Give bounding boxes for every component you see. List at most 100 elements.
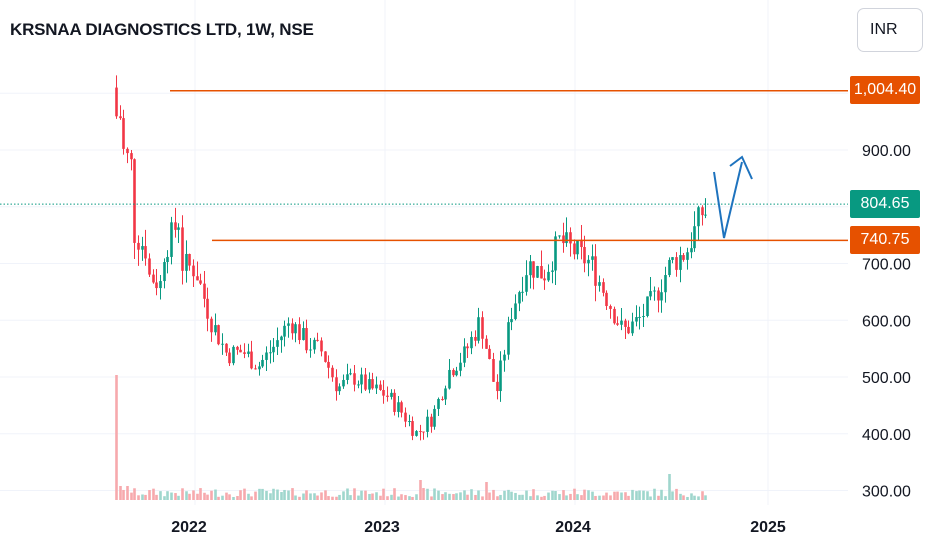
price-tick-label: 300.00 <box>862 484 911 501</box>
candle-body <box>159 281 162 289</box>
candle-body <box>214 325 217 333</box>
candle-body <box>309 349 312 351</box>
volume-bar <box>635 491 638 500</box>
volume-bar <box>408 496 411 500</box>
candle-body <box>192 265 195 277</box>
volume-bar <box>379 495 382 500</box>
volume-bar <box>437 490 440 500</box>
volume-bar <box>496 496 499 500</box>
volume-bar <box>342 491 345 500</box>
support-price-tag: 740.75 <box>850 226 920 254</box>
volume-bar <box>181 488 184 500</box>
candle-body <box>294 324 297 334</box>
volume-bar <box>386 496 389 500</box>
chart-grid <box>0 0 848 505</box>
candle-body <box>400 402 403 413</box>
candle-body <box>287 323 290 326</box>
candle-body <box>686 252 689 260</box>
volume-bar <box>390 494 393 500</box>
volume-bar <box>206 494 209 500</box>
candle-body <box>390 392 393 397</box>
candle-body <box>243 352 246 354</box>
volume-bar <box>126 486 129 500</box>
candle-body <box>236 346 239 350</box>
candle-body <box>613 308 616 324</box>
candle-body <box>353 373 356 385</box>
volume-bar <box>232 496 235 500</box>
volume-bar <box>298 496 301 500</box>
volume-bar <box>642 490 645 500</box>
candle-body <box>562 235 565 244</box>
candle-body <box>313 339 316 350</box>
candle-body <box>163 262 166 282</box>
candle-body <box>448 369 451 389</box>
volume-bar <box>682 495 685 500</box>
candle-body <box>605 292 608 307</box>
volume-bar <box>624 492 627 500</box>
price-tick-label: 500.00 <box>862 370 911 387</box>
volume-bar <box>452 494 455 500</box>
candle-body <box>558 235 561 237</box>
volume-bar <box>525 490 528 500</box>
volume-bar <box>426 488 429 500</box>
volume-bar <box>221 495 224 500</box>
volume-bar <box>518 494 521 500</box>
volume-bar <box>122 489 125 500</box>
candlesticks <box>115 75 707 441</box>
volume-bar <box>166 491 169 500</box>
volume-bar <box>477 490 480 500</box>
volume-bar <box>448 493 451 500</box>
volume-bar <box>668 474 671 500</box>
price-levels <box>0 90 848 242</box>
volume-bar <box>573 488 576 500</box>
currency-button[interactable]: INR <box>857 8 923 52</box>
candle-body <box>430 416 433 427</box>
time-axis: 2022 2023 2024 2025 <box>171 519 786 536</box>
candle-body <box>115 87 118 117</box>
volume-bar <box>144 494 147 500</box>
candle-body <box>481 317 484 339</box>
candle-body <box>525 275 528 292</box>
current-price-tag: 804.65 <box>850 190 920 218</box>
candle-body <box>324 351 327 362</box>
candle-body <box>444 388 447 400</box>
volume-bar <box>272 488 275 500</box>
candle-body <box>452 369 455 376</box>
volume-bar <box>415 494 418 500</box>
volume-bar <box>613 491 616 500</box>
volume-bar <box>587 490 590 500</box>
volume-bar <box>569 493 572 500</box>
candle-body <box>441 398 444 400</box>
volume-bar <box>704 495 707 500</box>
volume-bar <box>646 491 649 500</box>
candle-body <box>474 336 477 341</box>
volume-bar <box>170 492 173 500</box>
candle-body <box>280 336 283 341</box>
time-tick-label: 2023 <box>364 519 400 536</box>
volume-bar <box>119 486 122 500</box>
candle-body <box>166 256 169 263</box>
volume-bar <box>514 492 517 500</box>
arrow-head <box>729 155 753 180</box>
volume-bar <box>580 495 583 500</box>
candle-body <box>536 266 539 278</box>
time-tick-label: 2022 <box>171 519 207 536</box>
volume-bar <box>214 489 217 500</box>
volume-bar <box>250 496 253 500</box>
candle-body <box>305 328 308 351</box>
candle-body <box>598 282 601 286</box>
volume-bar <box>294 495 297 500</box>
candle-body <box>144 246 147 259</box>
volume-bar <box>291 488 294 500</box>
time-tick-label: 2025 <box>750 519 786 536</box>
volume-bar <box>540 496 543 500</box>
volume-bar <box>576 494 579 500</box>
candle-body <box>675 257 678 270</box>
candle-body <box>232 346 235 364</box>
volume-bar <box>199 488 202 500</box>
candle-body <box>141 246 144 250</box>
volume-bar <box>236 496 239 500</box>
candle-body <box>693 226 696 249</box>
candle-body <box>649 291 652 297</box>
